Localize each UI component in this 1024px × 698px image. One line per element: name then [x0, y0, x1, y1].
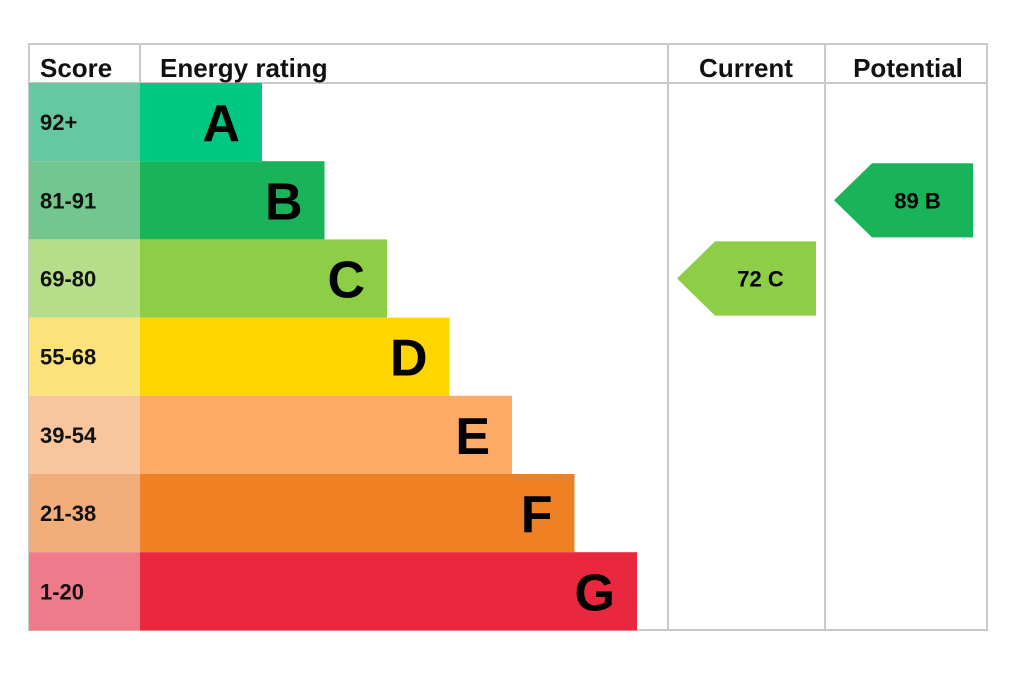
- band-bar-d: [140, 317, 450, 396]
- potential-rating-label: 89 B: [894, 188, 940, 213]
- rating-arrows: 72 C 89 B: [677, 163, 973, 316]
- potential-arrow: [834, 163, 973, 238]
- score-label-c: 69-80: [40, 267, 96, 292]
- score-cell-d: [29, 317, 140, 396]
- band-letter-d: D: [390, 330, 428, 388]
- energy-rating-header: Energy rating: [160, 53, 328, 83]
- header-row: Score Energy rating Current Potential: [40, 53, 963, 83]
- band-letter-e: E: [455, 408, 490, 466]
- score-label-g: 1-20: [40, 579, 84, 604]
- band-bar-b: [140, 161, 325, 240]
- score-cell-g: [29, 552, 140, 631]
- score-label-d: 55-68: [40, 345, 96, 370]
- band-bar-c: [140, 239, 387, 318]
- current-arrow: [677, 241, 816, 316]
- current-rating-label: 72 C: [737, 267, 784, 292]
- score-label-e: 39-54: [40, 423, 97, 448]
- band-bar-f: [140, 474, 575, 553]
- potential-header: Potential: [853, 53, 963, 83]
- score-cell-b: [29, 161, 140, 240]
- band-letter-g: G: [575, 564, 615, 622]
- band-bar-g: [140, 552, 637, 631]
- score-label-f: 21-38: [40, 501, 96, 526]
- score-label-b: 81-91: [40, 188, 96, 213]
- rating-bands: 92+ A 81-91 B 69-80 C 55-68 D 39-54 E 21-38 F 1-20 G: [29, 83, 637, 631]
- score-header: Score: [40, 53, 112, 83]
- score-cell-a: [29, 83, 140, 162]
- score-cell-c: [29, 239, 140, 318]
- band-letter-a: A: [202, 95, 240, 153]
- band-bar-a: [140, 83, 262, 162]
- score-cell-e: [29, 395, 140, 474]
- band-letter-c: C: [327, 252, 365, 310]
- band-bar-e: [140, 395, 512, 474]
- score-label-a: 92+: [40, 110, 77, 135]
- score-cell-f: [29, 474, 140, 553]
- current-header: Current: [699, 53, 793, 83]
- band-letter-b: B: [265, 173, 303, 231]
- band-letter-f: F: [521, 486, 553, 544]
